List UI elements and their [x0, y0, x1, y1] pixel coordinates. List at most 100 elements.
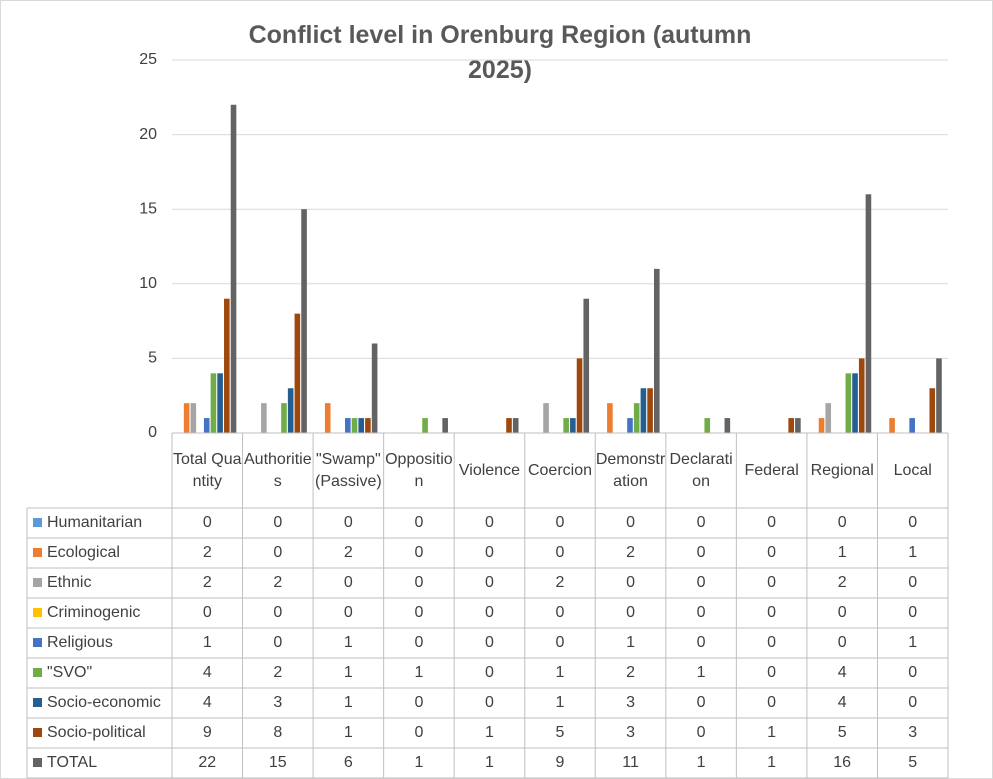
category-cell: Declaration [669, 450, 733, 490]
table-value: 1 [414, 754, 423, 771]
bar [371, 343, 378, 433]
y-tick-label: 20 [139, 126, 157, 143]
bar [210, 373, 217, 433]
bar [704, 418, 711, 433]
table-value: 1 [203, 634, 212, 651]
table-value: 2 [556, 574, 565, 591]
bar [358, 418, 365, 433]
legend-key [33, 698, 42, 707]
table-value: 0 [767, 574, 776, 591]
table-value: 0 [414, 544, 423, 561]
x-tick-label: Violence [458, 461, 520, 479]
x-tick-label: Declaration [669, 450, 733, 490]
bar [653, 268, 660, 433]
bar [301, 209, 307, 433]
x-tick-label: Opposition [385, 450, 453, 490]
table-value: 1 [697, 664, 706, 681]
table-value: 1 [838, 544, 847, 561]
table-value: 0 [273, 634, 282, 651]
table-value: 5 [908, 754, 917, 771]
table-value: 0 [697, 604, 706, 621]
table-value: 2 [273, 574, 282, 591]
table-value: 0 [485, 664, 494, 681]
x-tick-label: Total Quantity [173, 450, 242, 490]
bar [607, 403, 613, 433]
y-tick-label: 0 [148, 424, 157, 441]
table-value: 9 [203, 724, 212, 741]
category-cell: Violence [458, 461, 520, 479]
category-cell: Authorities [244, 450, 312, 490]
category-cell: Local [894, 462, 932, 479]
table-value: 1 [767, 754, 776, 771]
table-value: 0 [485, 634, 494, 651]
table-value: 1 [556, 664, 565, 681]
table-value: 0 [767, 694, 776, 711]
bar [294, 313, 301, 433]
table-value: 0 [626, 514, 635, 531]
table-value: 0 [273, 514, 282, 531]
table-value: 0 [203, 514, 212, 531]
bar [281, 403, 287, 433]
x-tick-label: Demonstration [595, 450, 666, 490]
table-value: 0 [908, 604, 917, 621]
table-value: 1 [485, 754, 494, 771]
chart-title: Conflict level in Orenburg Region (autum… [248, 21, 752, 84]
bar [909, 418, 915, 433]
y-tick-label: 15 [139, 200, 157, 217]
bar [825, 403, 832, 433]
table-value: 0 [344, 514, 353, 531]
legend-key [33, 548, 42, 557]
legend-key [33, 668, 42, 677]
table-value: 1 [697, 754, 706, 771]
table-value: 11 [622, 754, 639, 771]
bar [543, 403, 549, 433]
table-value: 3 [908, 724, 917, 741]
bar [287, 388, 294, 433]
table-value: 2 [344, 544, 353, 561]
table-value: 1 [556, 694, 565, 711]
legend-label: Religious [47, 634, 113, 651]
bar [583, 298, 590, 433]
bar [936, 358, 942, 433]
bar [512, 418, 519, 433]
legend-key [33, 578, 42, 587]
table-value: 0 [414, 694, 423, 711]
legend-key [33, 638, 42, 647]
bar [422, 418, 428, 433]
category-cell: Total Quantity [173, 450, 242, 490]
table-value: 1 [908, 634, 917, 651]
table-value: 0 [556, 544, 565, 561]
bar [365, 418, 371, 433]
table-value: 0 [838, 514, 847, 531]
table-value: 0 [626, 604, 635, 621]
table-value: 0 [908, 514, 917, 531]
table-value: 4 [203, 694, 212, 711]
table-value: 0 [697, 634, 706, 651]
table-value: 1 [485, 724, 494, 741]
table-value: 8 [273, 724, 282, 741]
legend-label: Humanitarian [47, 514, 142, 531]
bar [865, 194, 872, 433]
bar [852, 373, 858, 433]
table-value: 1 [344, 634, 353, 651]
table-value: 0 [697, 694, 706, 711]
bar [633, 403, 640, 433]
table-value: 2 [626, 544, 635, 561]
table-value: 0 [767, 514, 776, 531]
bar [795, 418, 801, 433]
x-tick-label: Authorities [244, 450, 312, 490]
y-tick-label: 25 [139, 51, 157, 68]
table-value: 4 [203, 664, 212, 681]
table-value: 0 [767, 544, 776, 561]
table-value: 1 [767, 724, 776, 741]
table-value: 0 [414, 514, 423, 531]
table-value: 0 [414, 574, 423, 591]
bar [203, 418, 210, 433]
bar [929, 388, 936, 433]
table-value: 0 [485, 694, 494, 711]
bar [217, 373, 223, 433]
bar [563, 418, 569, 433]
bar [190, 403, 197, 433]
bar [627, 418, 633, 433]
